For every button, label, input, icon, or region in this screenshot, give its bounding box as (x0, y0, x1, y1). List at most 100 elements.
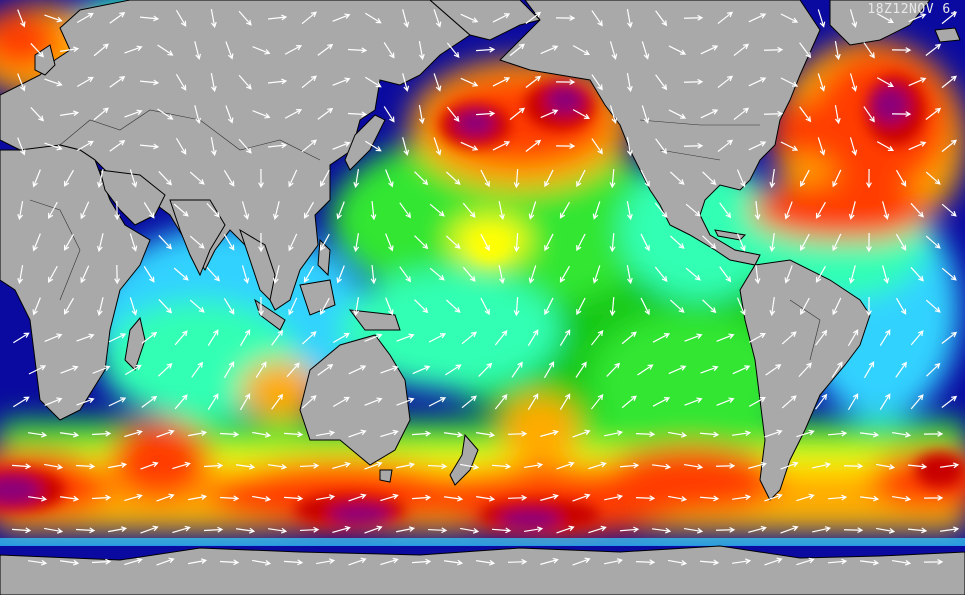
direction-arrow (684, 527, 704, 534)
sumatra (254, 298, 286, 331)
direction-arrow (923, 495, 944, 501)
direction-arrow (206, 266, 220, 282)
direction-arrow (798, 362, 812, 378)
direction-arrow (621, 331, 637, 345)
direction-arrow (271, 329, 284, 346)
direction-arrow (719, 202, 732, 219)
direction-arrow (44, 527, 64, 534)
direction-arrow (478, 362, 493, 377)
direction-arrow (635, 495, 656, 502)
direction-arrow (223, 169, 235, 187)
direction-arrow (780, 525, 799, 534)
direction-arrow (815, 265, 826, 283)
direction-arrow (492, 141, 511, 151)
direction-arrow (380, 365, 399, 374)
direction-arrow (540, 557, 559, 565)
direction-arrow (892, 559, 912, 566)
direction-arrow (609, 232, 616, 253)
direction-arrow (815, 393, 828, 410)
direction-arrow (544, 233, 554, 252)
direction-arrow (365, 140, 382, 152)
direction-arrow (348, 365, 367, 375)
direction-arrow (348, 429, 367, 438)
direction-arrow (626, 137, 633, 157)
direction-arrow (462, 202, 476, 218)
direction-arrow (910, 266, 924, 282)
direction-arrow (754, 200, 761, 221)
direction-arrow (525, 139, 542, 152)
direction-arrow (158, 299, 173, 314)
direction-arrow (910, 394, 924, 410)
direction-arrow (124, 109, 143, 118)
direction-arrow (941, 395, 958, 408)
direction-arrow (784, 201, 793, 220)
borders (29, 109, 821, 361)
direction-arrow (189, 235, 205, 249)
direction-arrow (139, 79, 160, 86)
direction-arrow (364, 397, 383, 406)
direction-arrow (556, 461, 575, 470)
direction-arrow (626, 73, 633, 93)
direction-arrow (843, 527, 864, 534)
direction-arrow (203, 526, 224, 533)
direction-arrow (733, 43, 750, 57)
direction-arrow (572, 493, 591, 502)
direction-arrow (784, 265, 793, 284)
direction-arrow (427, 527, 448, 534)
direction-arrow (591, 74, 603, 91)
greenland (829, 0, 931, 46)
direction-arrow (555, 79, 576, 85)
direction-arrow (559, 265, 571, 283)
direction-arrow (507, 494, 528, 501)
direction-arrow (301, 11, 317, 25)
direction-arrow (156, 493, 175, 502)
direction-arrow (655, 138, 668, 155)
direction-arrow (433, 9, 442, 28)
direction-arrow (509, 107, 525, 121)
direction-arrow (210, 73, 217, 93)
direction-arrow (640, 169, 650, 188)
direction-arrow (238, 138, 252, 154)
direction-arrow (480, 297, 490, 316)
direction-arrow (188, 430, 208, 437)
direction-arrow (44, 397, 63, 407)
direction-arrow (543, 361, 555, 379)
direction-arrow (754, 264, 761, 285)
direction-arrow (225, 105, 234, 124)
direction-arrow (910, 330, 924, 346)
direction-arrow (796, 557, 815, 566)
direction-arrow (93, 43, 109, 57)
direction-arrow (207, 393, 219, 410)
direction-arrow (143, 202, 155, 219)
direction-arrow (158, 171, 173, 186)
direction-arrow (626, 9, 633, 29)
direction-arrow (28, 365, 47, 375)
direction-arrow (268, 463, 288, 470)
direction-arrow (555, 143, 576, 149)
direction-arrow (429, 267, 445, 281)
direction-arrow (655, 10, 668, 27)
direction-arrow (317, 364, 334, 376)
direction-arrow (332, 13, 351, 22)
wave-direction-arrows (11, 9, 960, 566)
direction-arrow (109, 139, 126, 152)
direction-arrow (941, 139, 957, 153)
direction-arrow (44, 14, 63, 23)
direction-arrow (139, 143, 160, 150)
direction-arrow (303, 201, 314, 219)
direction-arrow (219, 495, 240, 502)
direction-arrow (590, 393, 604, 410)
direction-arrow (715, 462, 736, 469)
direction-arrow (527, 329, 539, 347)
direction-arrow (832, 233, 842, 252)
direction-arrow (414, 235, 429, 250)
direction-arrow (891, 111, 912, 117)
direction-arrow (863, 106, 875, 123)
direction-arrow (700, 109, 719, 119)
direction-arrow (748, 77, 767, 87)
direction-arrow (831, 361, 843, 378)
direction-arrow (332, 461, 351, 470)
direction-arrow (172, 461, 191, 470)
direction-arrow (332, 141, 351, 150)
